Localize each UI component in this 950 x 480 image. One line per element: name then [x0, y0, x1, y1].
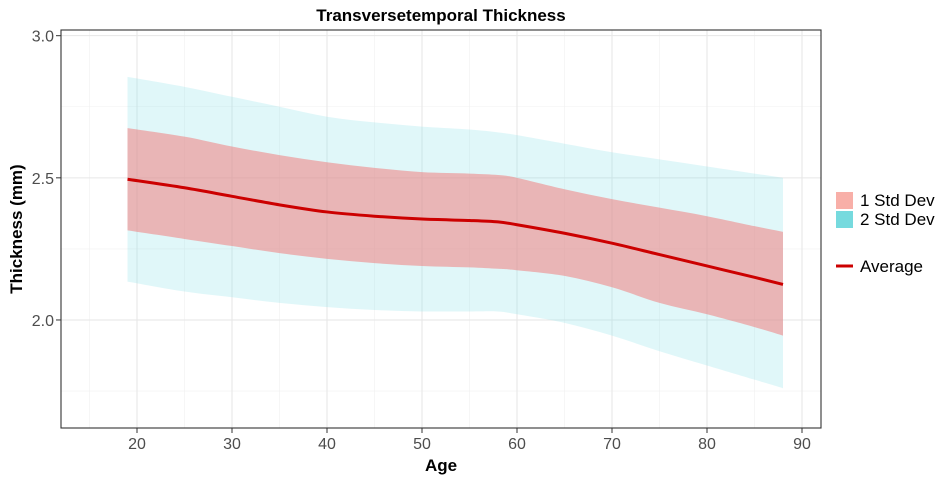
series-line-average	[127, 177, 784, 286]
plot-frame	[60, 29, 822, 429]
x-tick-label: 30	[223, 436, 241, 453]
band-1-std-dev	[127, 128, 783, 336]
x-axis-title: Age	[425, 456, 457, 475]
legend-label-1-std-dev: 1 Std Dev	[860, 191, 935, 210]
x-tick-label: 60	[508, 436, 526, 453]
legend-label-2-std-dev: 2 Std Dev	[860, 210, 935, 229]
x-tick-label: 80	[698, 436, 716, 453]
legend-swatch-1-std-dev	[836, 192, 853, 209]
y-tick-label: 3.0	[32, 29, 54, 46]
legend-label-average: Average	[860, 257, 923, 276]
y-axis: 2.0 2.5 3.0	[32, 29, 61, 330]
x-tick-label: 40	[318, 436, 336, 453]
y-tick-label: 2.0	[32, 313, 54, 330]
chart-title: Transversetemporal Thickness	[316, 6, 565, 25]
y-tick-label: 2.5	[32, 171, 54, 188]
x-tick-label: 50	[413, 436, 431, 453]
x-tick-label: 70	[603, 436, 621, 453]
lines	[127, 177, 784, 286]
legend-swatch-2-std-dev	[836, 211, 853, 228]
x-axis: 20 30 40 50 60 70 80 90	[128, 428, 811, 453]
bands	[127, 76, 783, 389]
x-tick-label: 20	[128, 436, 146, 453]
y-axis-title: Thickness (mm)	[7, 164, 26, 293]
x-tick-label: 90	[793, 436, 811, 453]
